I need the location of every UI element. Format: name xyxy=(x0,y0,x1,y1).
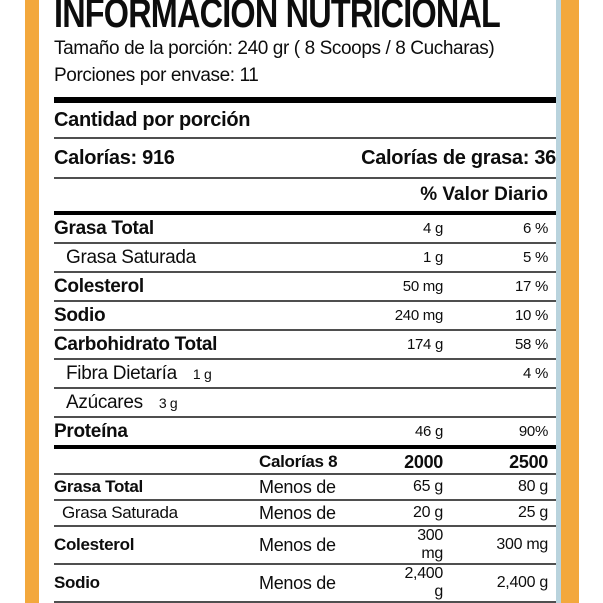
footnote-header-2000: 2000 xyxy=(404,451,443,472)
label-content: INFORMACIÓN NUTRICIONAL Tamaño de la por… xyxy=(54,0,556,603)
divider xyxy=(54,525,556,527)
footnote-v2000: 2,400 g xyxy=(404,565,443,600)
divider xyxy=(54,300,556,302)
nutrient-amount: 50 mg xyxy=(402,278,444,295)
amount-per-serving-heading: Cantidad por porción xyxy=(54,109,251,131)
footnote-header-2500: 2500 xyxy=(509,451,548,472)
divider xyxy=(54,601,556,603)
serving-size-text: Tamaño de la porción: 240 gr ( 8 Scoops … xyxy=(54,38,495,59)
footnote-label: Sodio xyxy=(54,573,100,592)
divider-medium xyxy=(54,445,556,449)
nutrient-dv: 90% xyxy=(518,423,548,440)
divider xyxy=(54,271,556,273)
footnote-header-row: Calorías 8 2000 2500 xyxy=(54,449,556,473)
footnote-v2000: 20 g xyxy=(413,504,443,521)
footnote-header-calorias: Calorías 8 xyxy=(259,452,338,471)
divider xyxy=(54,358,556,360)
nutrient-label: Azúcares 3 g xyxy=(54,392,323,414)
nutrient-row-proteina: Proteína 46 g 90% xyxy=(54,418,556,445)
nutrient-label: Grasa Saturada xyxy=(66,246,196,268)
divider xyxy=(54,137,556,139)
calories-from-fat-value: Calorías de grasa: 36 xyxy=(361,147,556,169)
nutrient-row-grasa-total: Grasa Total 4 g 6 % xyxy=(54,215,556,242)
nutrient-dv: 6 % xyxy=(523,220,548,237)
footnote-row-colesterol: Colesterol Menos de 300 mg 300 mg xyxy=(54,527,556,563)
label-title: INFORMACIÓN NUTRICIONAL xyxy=(54,0,501,33)
daily-value-heading: % Valor Diario xyxy=(420,184,548,205)
nutrient-amount: 4 g xyxy=(423,220,443,237)
footnote-row-grasa-saturada: Grasa Saturada Menos de 20 g 25 g xyxy=(54,501,556,525)
divider xyxy=(54,563,556,565)
servings-per-container-text: Porciones por envase: 11 xyxy=(54,65,259,86)
nutrient-row-carbohidrato-total: Carbohidrato Total 174 g 58 % xyxy=(54,331,556,358)
divider-thick-top xyxy=(54,97,556,103)
nutrient-inline-amount: 3 g xyxy=(158,394,178,411)
divider xyxy=(54,177,556,179)
footnote-qualifier: Menos de xyxy=(259,572,336,593)
divider xyxy=(54,416,556,418)
nutrient-dv: 58 % xyxy=(515,336,548,353)
divider xyxy=(54,473,556,475)
footnote-row-grasa-total: Grasa Total Menos de 65 g 80 g xyxy=(54,475,556,499)
nutrient-row-sodio: Sodio 240 mg 10 % xyxy=(54,302,556,329)
nutrient-amount: 1 g xyxy=(423,249,443,266)
nutrient-amount: 46 g xyxy=(415,423,443,440)
nutrient-label: Fibra Dietaría 1 g xyxy=(54,363,323,385)
calories-row: Calorías: 916 Calorías de grasa: 36 xyxy=(54,139,556,177)
nutrient-dv: 17 % xyxy=(515,278,548,295)
nutrient-row-fibra-dietaria: Fibra Dietaría 1 g 4 % xyxy=(54,360,556,387)
footnote-v2000: 65 g xyxy=(413,478,443,495)
footnote-qualifier: Menos de xyxy=(259,476,336,497)
nutrient-label: Colesterol xyxy=(54,275,144,297)
footnote-label: Grasa Saturada xyxy=(62,503,178,522)
title-clip: INFORMACIÓN NUTRICIONAL xyxy=(54,0,556,33)
nutrient-dv: 10 % xyxy=(515,307,548,324)
footnote-label: Grasa Total xyxy=(54,477,143,496)
nutrient-dv: 5 % xyxy=(523,249,548,266)
nutrient-row-azucares: Azúcares 3 g xyxy=(54,389,556,416)
footnote-row-sodio: Sodio Menos de 2,400 g 2,400 g xyxy=(54,565,556,601)
right-orange-edge-bar xyxy=(561,0,579,603)
calories-value: Calorías: 916 xyxy=(54,147,175,169)
footnote-qualifier: Menos de xyxy=(259,534,336,555)
nutrient-label: Carbohidrato Total xyxy=(54,333,218,355)
divider-medium xyxy=(54,211,556,215)
nutrient-label: Sodio xyxy=(54,304,106,326)
footnote-label: Colesterol xyxy=(54,535,135,554)
footnote-v2500: 80 g xyxy=(518,478,548,495)
footnote-v2500: 25 g xyxy=(518,504,548,521)
divider xyxy=(54,387,556,389)
nutrient-amount: 174 g xyxy=(406,336,443,353)
right-blue-edge-line xyxy=(556,0,561,603)
nutrient-inline-amount: 1 g xyxy=(192,365,212,382)
divider xyxy=(54,329,556,331)
footnote-v2000: 300 mg xyxy=(417,527,443,562)
nutrient-label: Proteína xyxy=(54,420,128,442)
nutrient-label: Grasa Total xyxy=(54,217,154,239)
footnote-v2500: 2,400 g xyxy=(496,574,549,591)
nutrient-label-text: Fibra Dietaría xyxy=(66,362,177,384)
footnote-v2500: 300 mg xyxy=(496,536,548,553)
left-orange-edge-bar xyxy=(25,0,39,603)
divider xyxy=(54,499,556,501)
nutrient-amount: 240 mg xyxy=(394,307,444,324)
nutrient-row-grasa-saturada: Grasa Saturada 1 g 5 % xyxy=(54,244,556,271)
divider xyxy=(54,242,556,244)
footnote-qualifier: Menos de xyxy=(259,502,336,523)
nutrient-dv: 4 % xyxy=(523,365,548,382)
nutrient-row-colesterol: Colesterol 50 mg 17 % xyxy=(54,273,556,300)
nutrient-label-text: Azúcares xyxy=(66,391,143,413)
